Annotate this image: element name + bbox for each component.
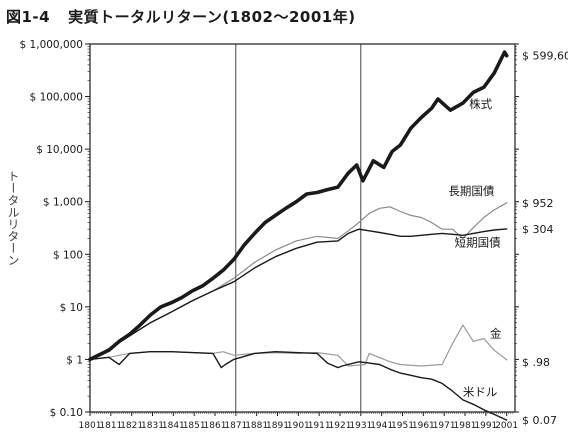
- figure-number: 図1-4: [6, 8, 51, 26]
- y-axis-label: トータルリターン: [6, 170, 20, 266]
- x-tick-label: 1871: [224, 421, 247, 431]
- plot-frame: [89, 43, 516, 413]
- series-line-長期国債: [89, 202, 508, 360]
- x-tick-label: 1891: [266, 421, 289, 431]
- end-labels: $ 599,605 $ 952 $ 304 $ .98 $ 0.07: [522, 50, 568, 427]
- x-tick-label: 1971: [433, 421, 456, 431]
- y-tick-label: $ 0.10: [50, 407, 83, 419]
- y-tick-label: $ 1,000: [43, 197, 83, 209]
- y-tick-label: $ 1,000,000: [20, 39, 83, 51]
- series-label: 株式: [469, 97, 492, 111]
- end-label: $ 0.07: [522, 414, 557, 427]
- series-lines: [88, 50, 509, 421]
- x-tick-label: 1921: [329, 421, 352, 431]
- x-tick-label: 1961: [412, 421, 435, 431]
- x-tick-label: 1951: [391, 421, 414, 431]
- x-tick-label: 1861: [204, 421, 227, 431]
- end-label: $ 599,605: [522, 50, 568, 63]
- chart-title: 図1-4 実質トータルリターン(1802～2001年): [6, 6, 356, 27]
- x-tick-label: 1881: [245, 421, 268, 431]
- gridlines: [235, 44, 362, 412]
- y-tick-label: $ 100,000: [30, 92, 83, 104]
- x-tick-label: 1941: [370, 421, 393, 431]
- chart-title-text: 実質トータルリターン(1802～2001年): [68, 8, 356, 26]
- series-label: 短期国債: [455, 236, 501, 250]
- x-tick-label: 1841: [162, 421, 185, 431]
- x-tick-label: 1801: [79, 421, 102, 431]
- end-label: $ 952: [522, 197, 554, 210]
- end-label: $ .98: [522, 356, 550, 369]
- series-label: 長期国債: [448, 184, 494, 198]
- x-tick-label: 1981: [454, 421, 477, 431]
- x-tick-label: 1821: [120, 421, 143, 431]
- series-line-金: [89, 324, 508, 367]
- x-tick-label: 1831: [141, 421, 164, 431]
- x-tick-label: 1911: [308, 421, 331, 431]
- y-tick-label: $ 1: [66, 354, 83, 366]
- y-tick-label: $ 100: [53, 249, 83, 261]
- x-tick-label: 1931: [349, 421, 372, 431]
- x-tick-label: 1901: [287, 421, 310, 431]
- series-line-短期国債: [89, 228, 508, 361]
- series-line-米ドル: [89, 351, 508, 421]
- series-label: 米ドル: [463, 385, 498, 399]
- series-line-株式: [88, 50, 509, 362]
- y-tick-label: $ 10: [60, 302, 83, 314]
- x-tick-label: 1811: [99, 421, 122, 431]
- series-label: 金: [490, 327, 502, 341]
- end-label: $ 304: [522, 223, 554, 236]
- x-tick-label: 2001: [495, 421, 518, 431]
- x-tick-label: 1851: [183, 421, 206, 431]
- x-tick-label: 1991: [474, 421, 497, 431]
- x-ticks: 1801181118211831184118511861187118811891…: [79, 412, 518, 431]
- y-tick-label: $ 10,000: [36, 144, 83, 156]
